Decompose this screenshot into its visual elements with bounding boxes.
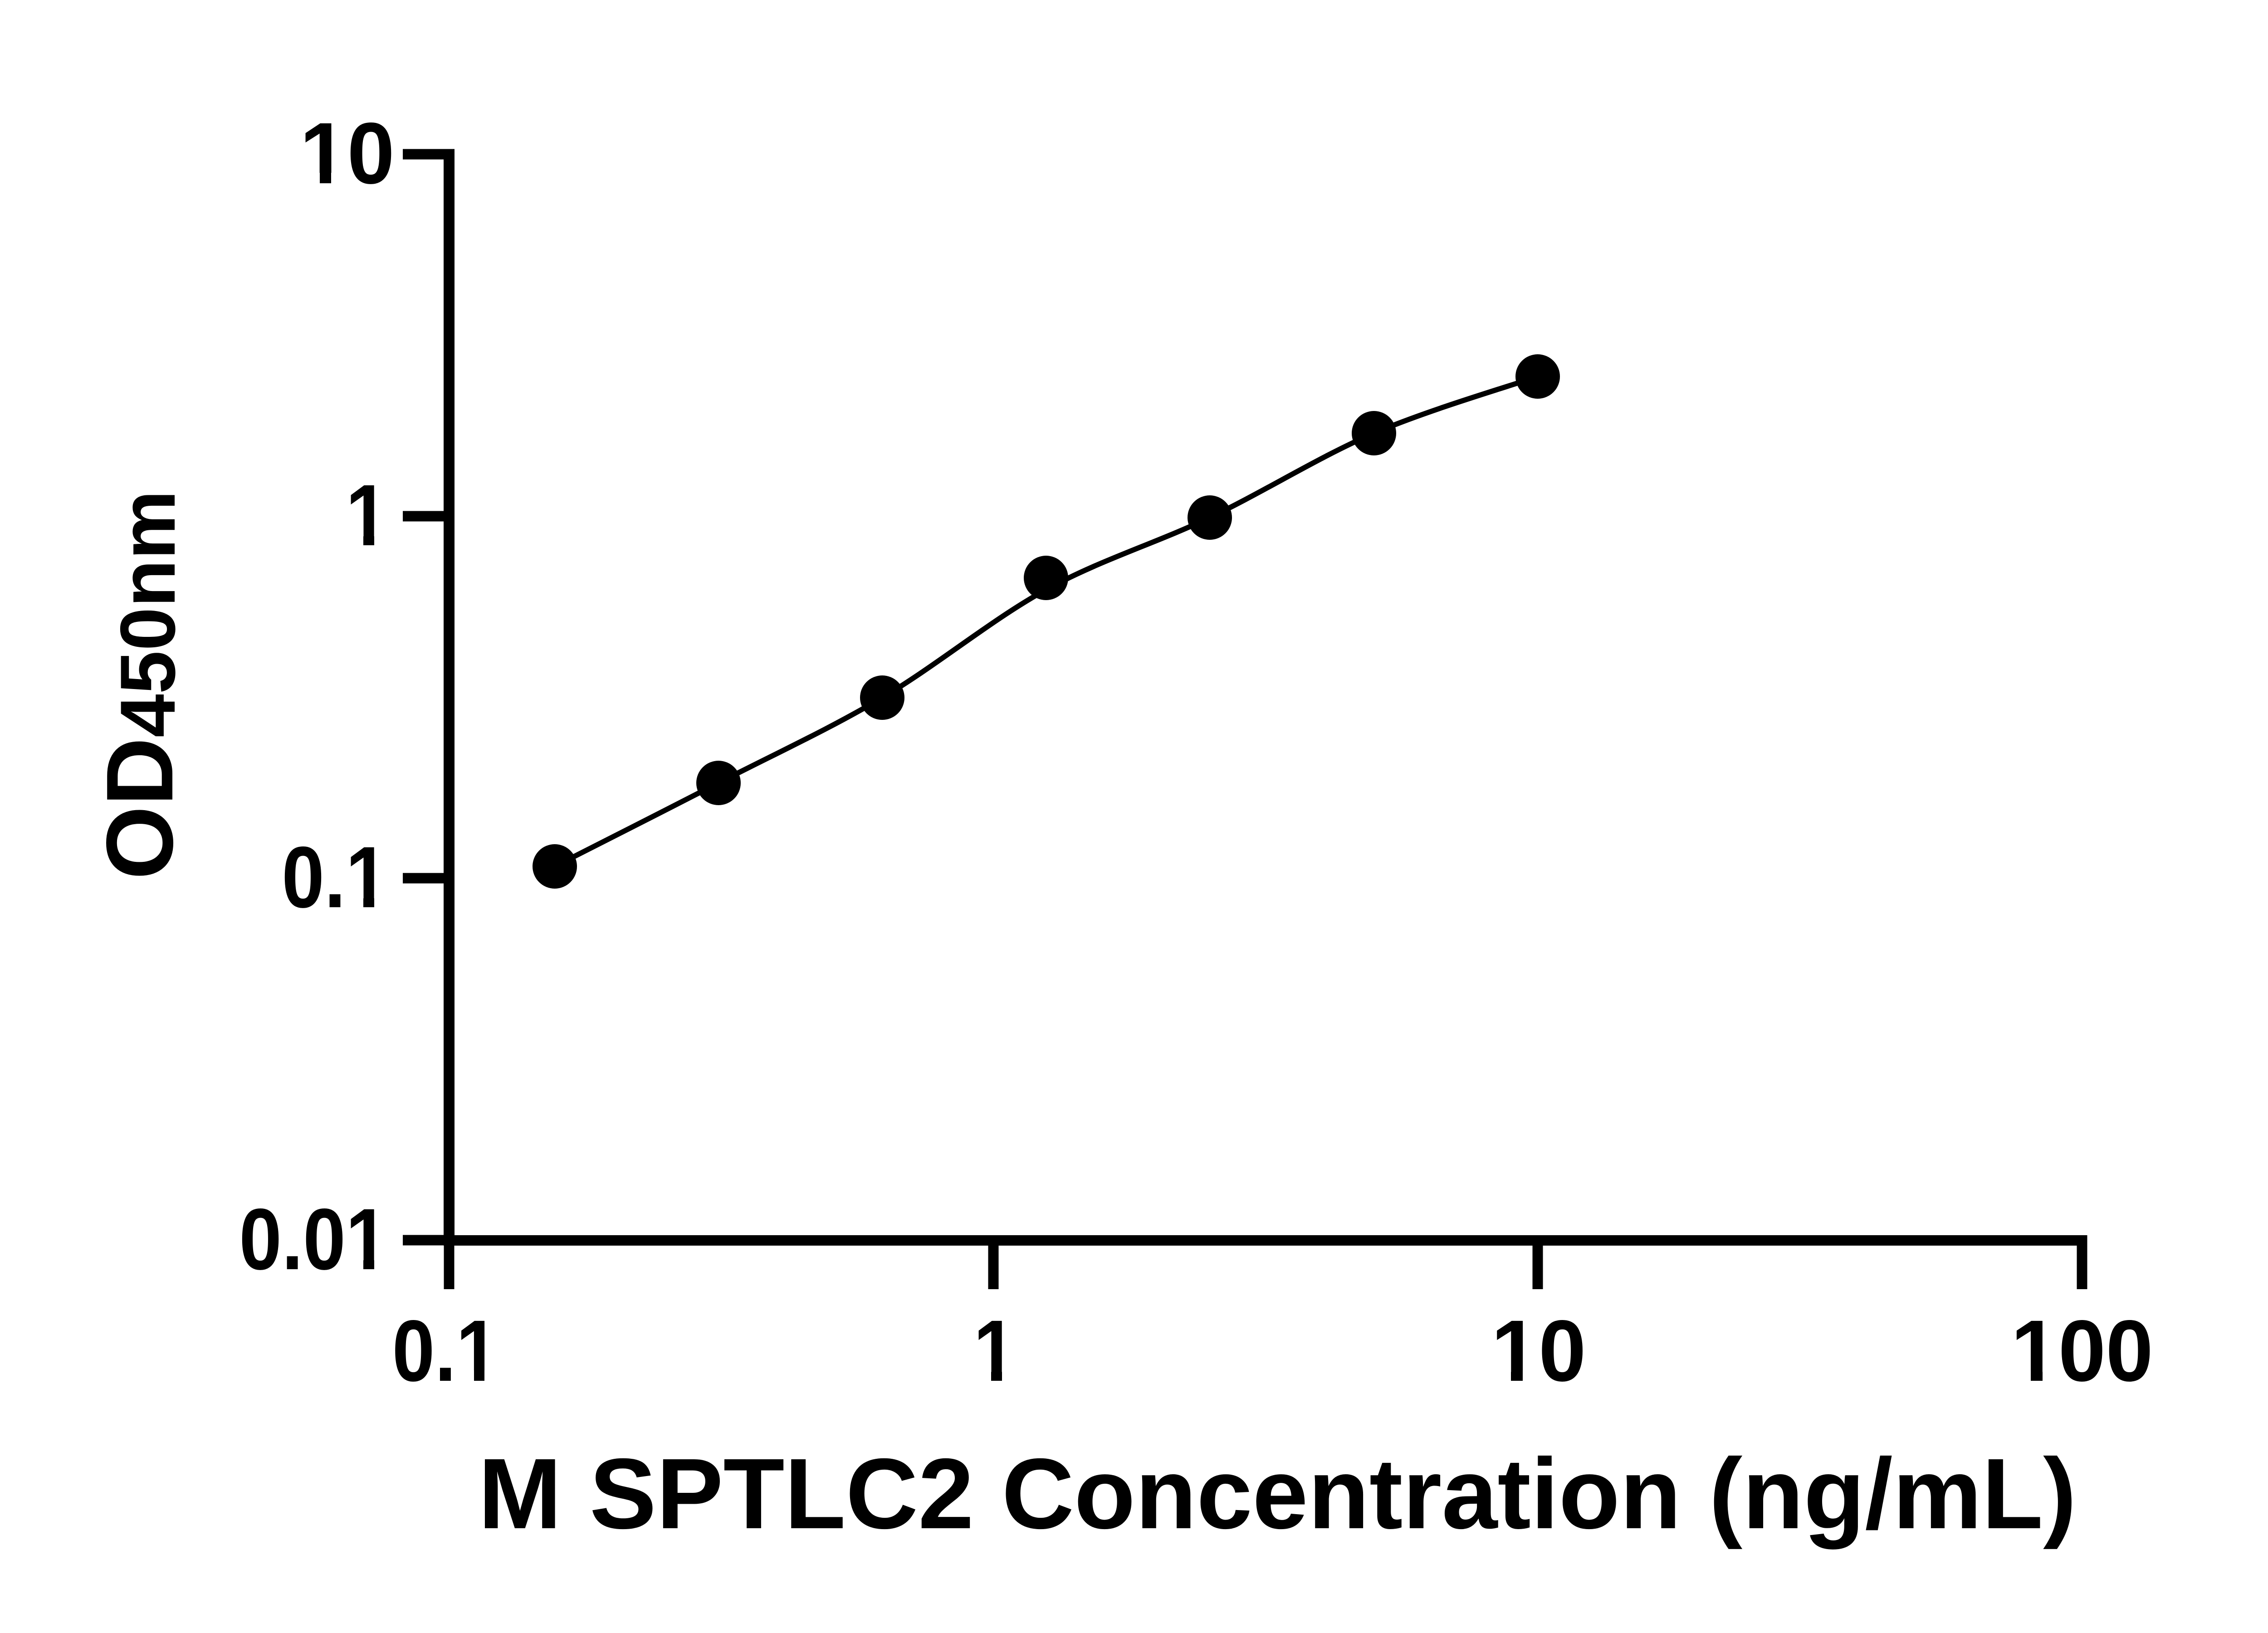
svg-text:OD450nm: OD450nm bbox=[87, 490, 193, 880]
svg-text:0.1: 0.1 bbox=[282, 829, 388, 926]
svg-text:0.1: 0.1 bbox=[392, 1302, 499, 1399]
svg-text:10: 10 bbox=[300, 105, 395, 202]
svg-text:10: 10 bbox=[1491, 1302, 1586, 1399]
svg-text:0.01: 0.01 bbox=[239, 1191, 388, 1288]
svg-text:100: 100 bbox=[2011, 1302, 2153, 1399]
svg-text:M SPTLC2 Concentration (ng/mL): M SPTLC2 Concentration (ng/mL) bbox=[478, 1437, 2077, 1550]
svg-text:1: 1 bbox=[346, 467, 388, 564]
svg-text:1: 1 bbox=[973, 1302, 1016, 1399]
